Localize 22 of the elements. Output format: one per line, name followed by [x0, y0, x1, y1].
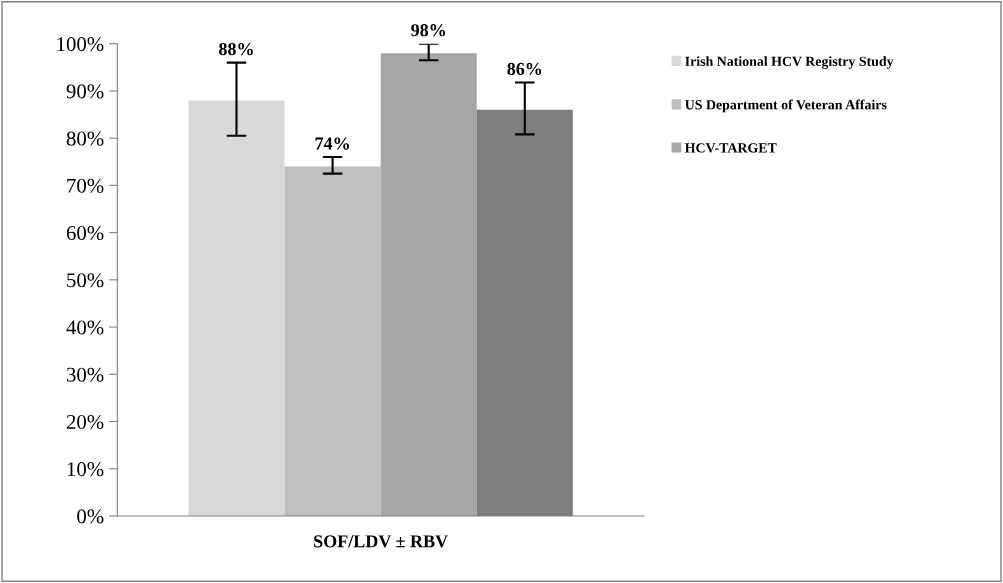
y-tick-label: 80%: [66, 131, 104, 146]
y-tick-label: 30%: [66, 367, 104, 382]
y-tick-label: 50%: [67, 273, 104, 288]
y-tick-label: 40%: [66, 320, 104, 335]
bar: [188, 100, 285, 516]
legend-label: Irish National HCV Registry Study: [685, 56, 894, 69]
bar: [284, 166, 381, 516]
y-tick-label: 20%: [66, 414, 104, 430]
data-label: 98%: [411, 24, 446, 37]
y-tick-label: 70%: [67, 178, 104, 193]
legend-label: US Department of Veteran Affairs: [685, 99, 887, 113]
y-tick-label: 10%: [67, 462, 104, 477]
y-tick-label: 60%: [66, 225, 104, 241]
y-tick-label: 100%: [57, 37, 104, 52]
data-label: 74%: [315, 137, 349, 150]
bar: [380, 53, 477, 516]
data-label: 86%: [507, 62, 542, 76]
y-tick-label: 0%: [77, 509, 104, 524]
data-label: 88%: [219, 42, 253, 56]
x-axis-title: SOF/LDV ± RBV: [314, 535, 448, 548]
y-tick-label: 90%: [66, 84, 104, 99]
legend-label: HCV-TARGET: [684, 143, 777, 153]
